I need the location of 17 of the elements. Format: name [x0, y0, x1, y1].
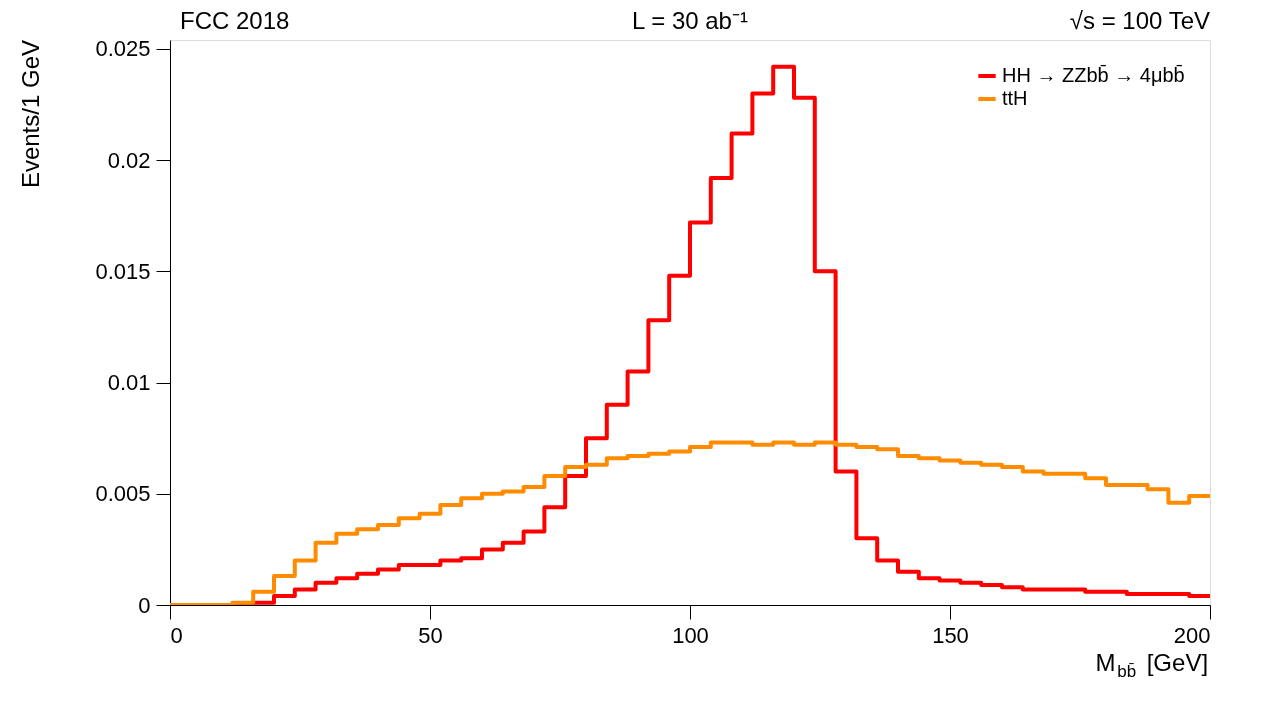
y-tick-label: 0.015	[95, 258, 151, 284]
x-tick-label: 50	[418, 622, 443, 648]
y-axis-title: Events/1 GeV	[17, 40, 44, 189]
x-tick-label: 150	[932, 622, 969, 648]
y-tick-label: 0.005	[95, 481, 151, 507]
legend-label: HH → ZZbb̄ → 4μbb̄	[1002, 63, 1185, 86]
chart-title: FCC 2018	[180, 7, 290, 34]
y-tick-label: 0.025	[95, 36, 151, 62]
x-tick-label: 0	[170, 622, 183, 648]
y-tick-label: 0.02	[107, 147, 151, 173]
legend-label: ttH	[1002, 87, 1028, 109]
y-tick-label: 0.01	[107, 370, 151, 396]
text: L = 30 ab⁻¹	[632, 7, 748, 34]
text: √s = 100 TeV	[1069, 7, 1210, 34]
x-tick-label: 100	[672, 622, 709, 648]
y-tick-label: 0	[138, 592, 151, 618]
x-tick-label: 200	[1173, 622, 1211, 648]
